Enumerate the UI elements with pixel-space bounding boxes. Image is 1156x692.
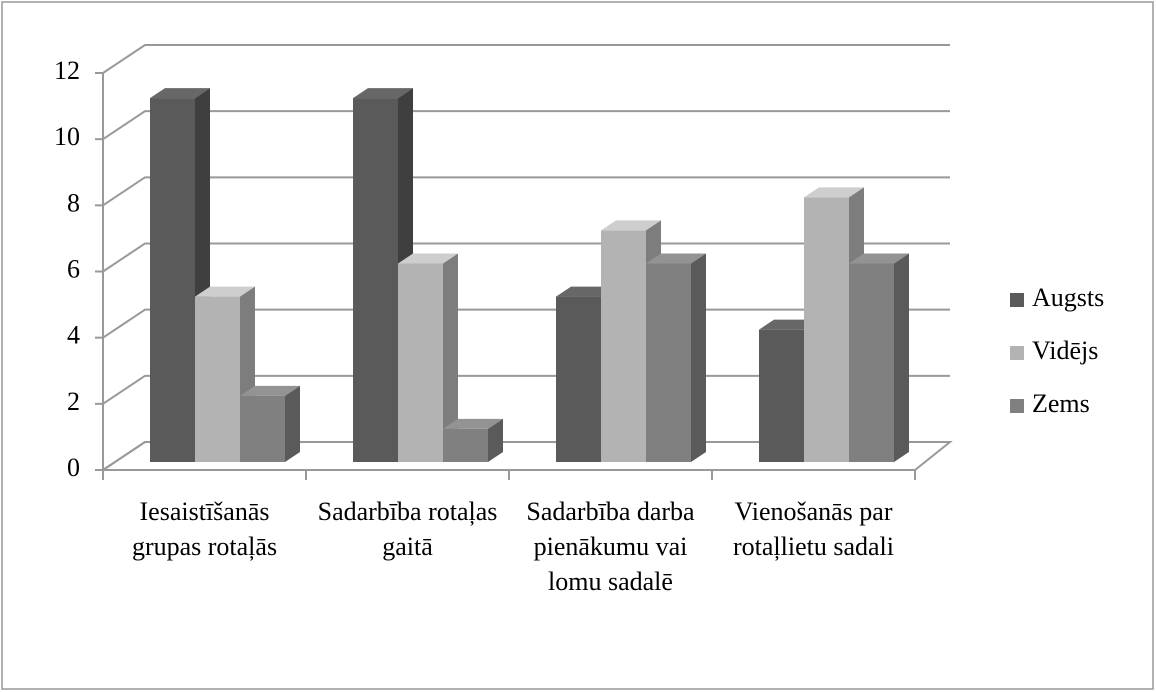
bar-front: [849, 263, 894, 462]
bar-top: [601, 220, 661, 231]
bar-front: [601, 230, 646, 462]
legend-label: Vidējs: [1032, 336, 1098, 365]
y-tick-label: 10: [54, 122, 80, 151]
bar-front: [195, 296, 240, 462]
bar-top: [240, 385, 300, 396]
legend-swatch: [1010, 293, 1024, 307]
x-tick-label: Sadarbība darba pienākumu vai lomu sadal…: [526, 497, 695, 596]
bar-front: [646, 263, 691, 462]
y-tick-label: 2: [67, 387, 80, 416]
x-tick-label: Sadarbība rotaļas gaitā: [317, 497, 498, 561]
bar-front: [150, 98, 195, 462]
bar-side: [488, 418, 503, 462]
bar-top: [398, 253, 458, 264]
grid-line: [102, 176, 950, 207]
bar-top: [353, 88, 413, 99]
x-tick-label: Vienošanās par rotaļlietu sadali: [732, 497, 894, 561]
bar-side: [894, 253, 909, 462]
bar-top: [849, 253, 909, 264]
y-tick-label: 12: [54, 56, 80, 85]
legend-label: Zems: [1032, 389, 1090, 418]
bar-front: [556, 296, 601, 462]
legend-swatch: [1010, 399, 1024, 413]
bar-top: [150, 88, 210, 99]
legend-swatch: [1010, 346, 1024, 360]
bar-side: [443, 253, 458, 462]
bar-side: [285, 385, 300, 462]
y-tick-label: 8: [67, 188, 80, 217]
bar-front: [759, 329, 804, 462]
y-tick-label: 4: [67, 321, 80, 350]
bar-front: [398, 263, 443, 462]
grid-line: [102, 242, 950, 273]
grid-line: [102, 110, 950, 140]
bar-front: [443, 428, 488, 462]
grid-line: [102, 44, 950, 74]
bar-top: [646, 253, 706, 264]
bar-front: [240, 395, 285, 462]
y-tick-label: 0: [67, 453, 80, 482]
bar-front: [353, 98, 398, 462]
bar-top: [804, 187, 864, 198]
bar-side: [691, 253, 706, 462]
bar-front: [804, 197, 849, 463]
y-tick-label: 6: [67, 254, 80, 283]
bar-top: [443, 418, 503, 429]
bar-top: [195, 286, 255, 297]
legend-label: Augsts: [1032, 283, 1104, 312]
x-tick-label: Iesaistīšanās grupas rotaļās: [131, 497, 278, 561]
